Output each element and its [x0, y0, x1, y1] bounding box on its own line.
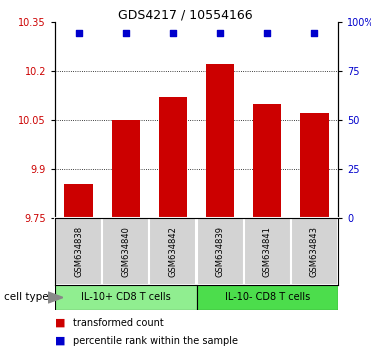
Text: cell type: cell type — [4, 292, 48, 303]
Bar — [159, 97, 187, 218]
Bar — [253, 104, 281, 218]
Text: IL-10+ CD8 T cells: IL-10+ CD8 T cells — [81, 292, 171, 303]
Bar — [102, 218, 150, 285]
Point — [311, 30, 317, 36]
Text: ■: ■ — [55, 336, 66, 346]
Bar — [244, 218, 291, 285]
Bar — [206, 64, 234, 218]
Text: GSM634840: GSM634840 — [121, 226, 130, 277]
Text: percentile rank within the sample: percentile rank within the sample — [73, 336, 238, 346]
Text: transformed count: transformed count — [73, 318, 164, 328]
Bar — [65, 184, 93, 218]
Point — [170, 30, 176, 36]
Point — [264, 30, 270, 36]
Point — [123, 30, 129, 36]
Bar — [291, 218, 338, 285]
Bar — [55, 218, 102, 285]
Text: ■: ■ — [55, 318, 66, 328]
Text: GDS4217 / 10554166: GDS4217 / 10554166 — [118, 8, 253, 21]
Text: IL-10- CD8 T cells: IL-10- CD8 T cells — [224, 292, 310, 303]
Bar — [112, 120, 140, 218]
Point — [76, 30, 82, 36]
Text: GSM634838: GSM634838 — [74, 226, 83, 277]
Text: GSM634843: GSM634843 — [310, 226, 319, 277]
Bar — [300, 114, 329, 218]
Bar — [197, 285, 338, 310]
Bar — [197, 218, 244, 285]
Text: GSM634839: GSM634839 — [216, 226, 224, 277]
Text: GSM634841: GSM634841 — [263, 226, 272, 277]
Point — [217, 30, 223, 36]
Bar — [55, 285, 197, 310]
Polygon shape — [48, 292, 63, 303]
Text: GSM634842: GSM634842 — [168, 226, 177, 277]
Bar — [150, 218, 197, 285]
